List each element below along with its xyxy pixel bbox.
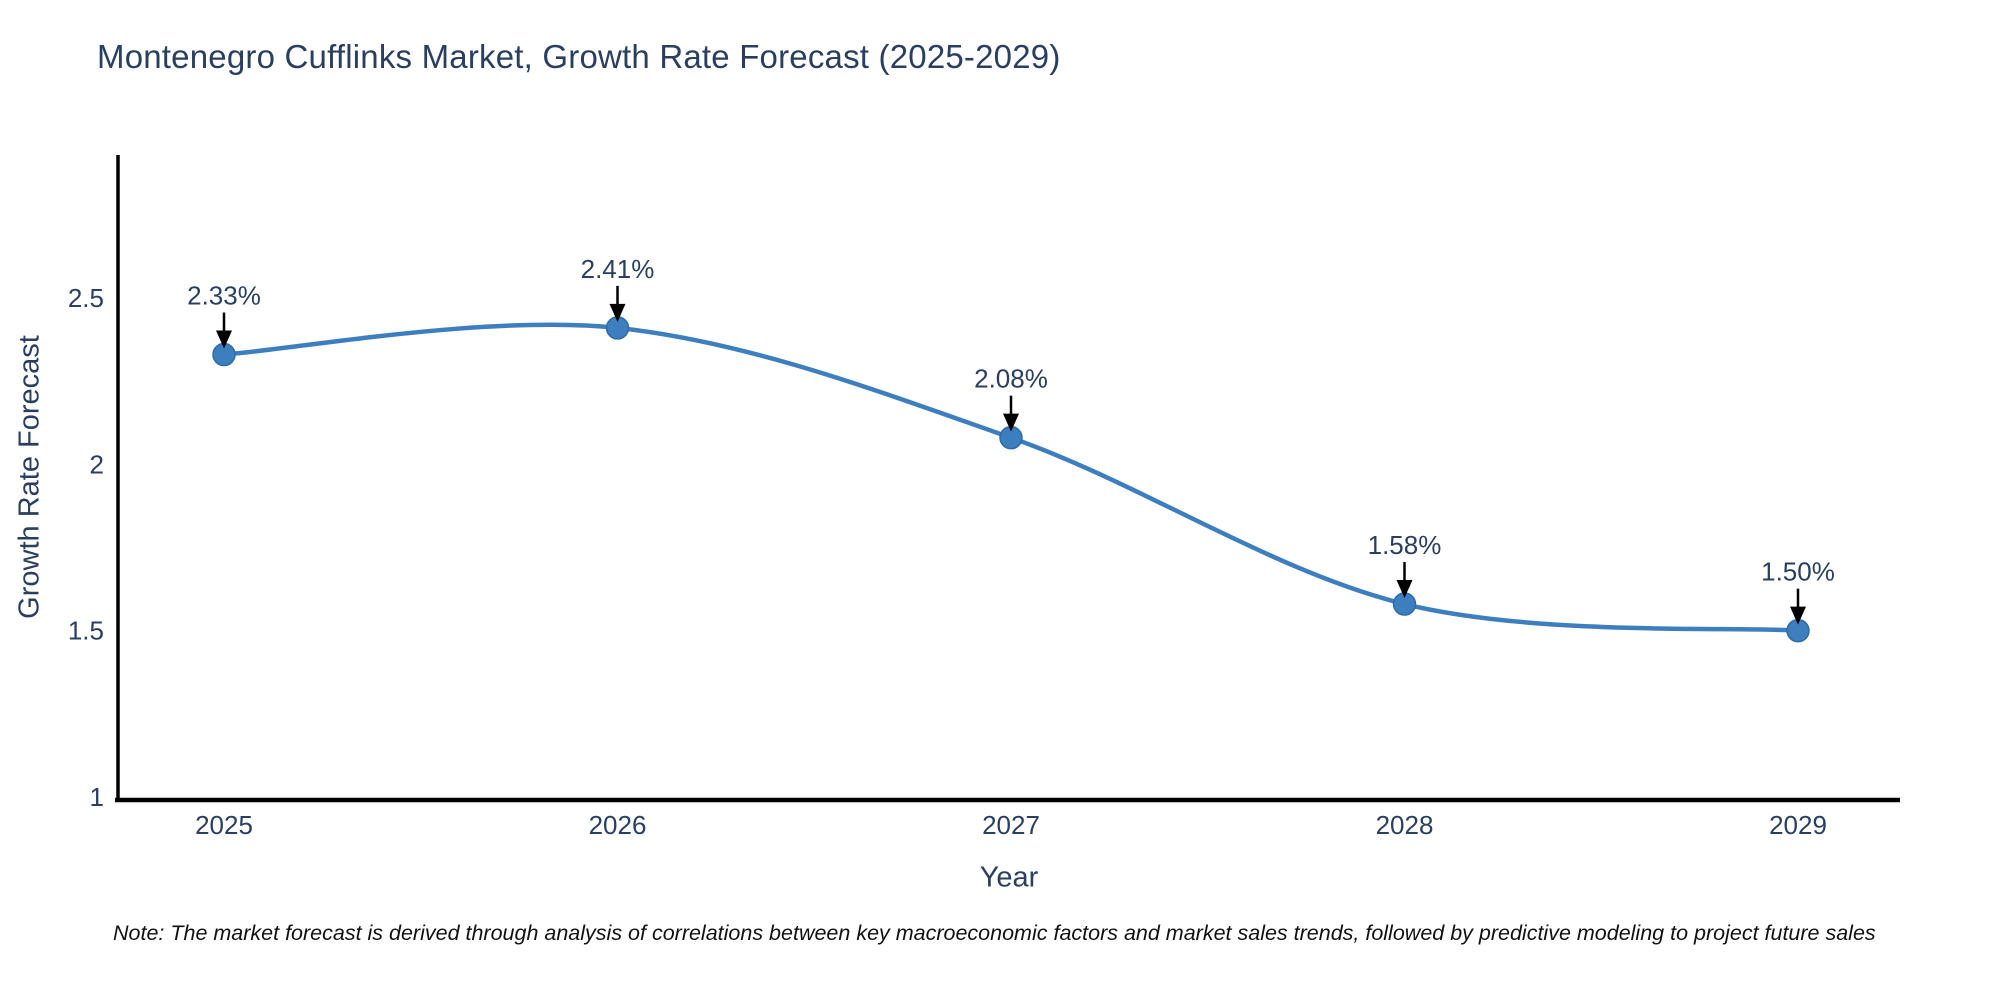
point-value-label: 1.58%: [1368, 530, 1442, 560]
x-axis-title: Year: [979, 861, 1039, 894]
y-tick-label: 2.5: [68, 283, 104, 313]
y-axis-title: Growth Rate Forecast: [13, 335, 46, 619]
y-tick-label: 1.5: [68, 616, 104, 646]
point-value-label: 2.08%: [974, 364, 1048, 394]
footnote: Note: The market forecast is derived thr…: [113, 921, 1876, 945]
point-value-label: 2.33%: [187, 281, 261, 311]
x-tick-label: 2027: [982, 810, 1040, 840]
point-value-label: 2.41%: [581, 254, 655, 284]
x-tick-label: 2026: [589, 810, 647, 840]
y-tick-label: 2: [90, 449, 104, 479]
x-tick-label: 2025: [195, 810, 253, 840]
annotation-arrowhead: [1003, 413, 1019, 432]
annotation-arrowhead: [216, 330, 232, 349]
annotation-arrowhead: [1396, 580, 1413, 599]
chart-title: Montenegro Cufflinks Market, Growth Rate…: [97, 38, 1061, 75]
x-tick-label: 2029: [1769, 810, 1827, 840]
point-value-label: 1.50%: [1761, 557, 1835, 587]
y-tick-label: 1: [90, 782, 104, 812]
x-tick-label: 2028: [1376, 810, 1434, 840]
annotation-arrowhead: [609, 303, 626, 322]
annotation-arrowhead: [1790, 606, 1806, 625]
